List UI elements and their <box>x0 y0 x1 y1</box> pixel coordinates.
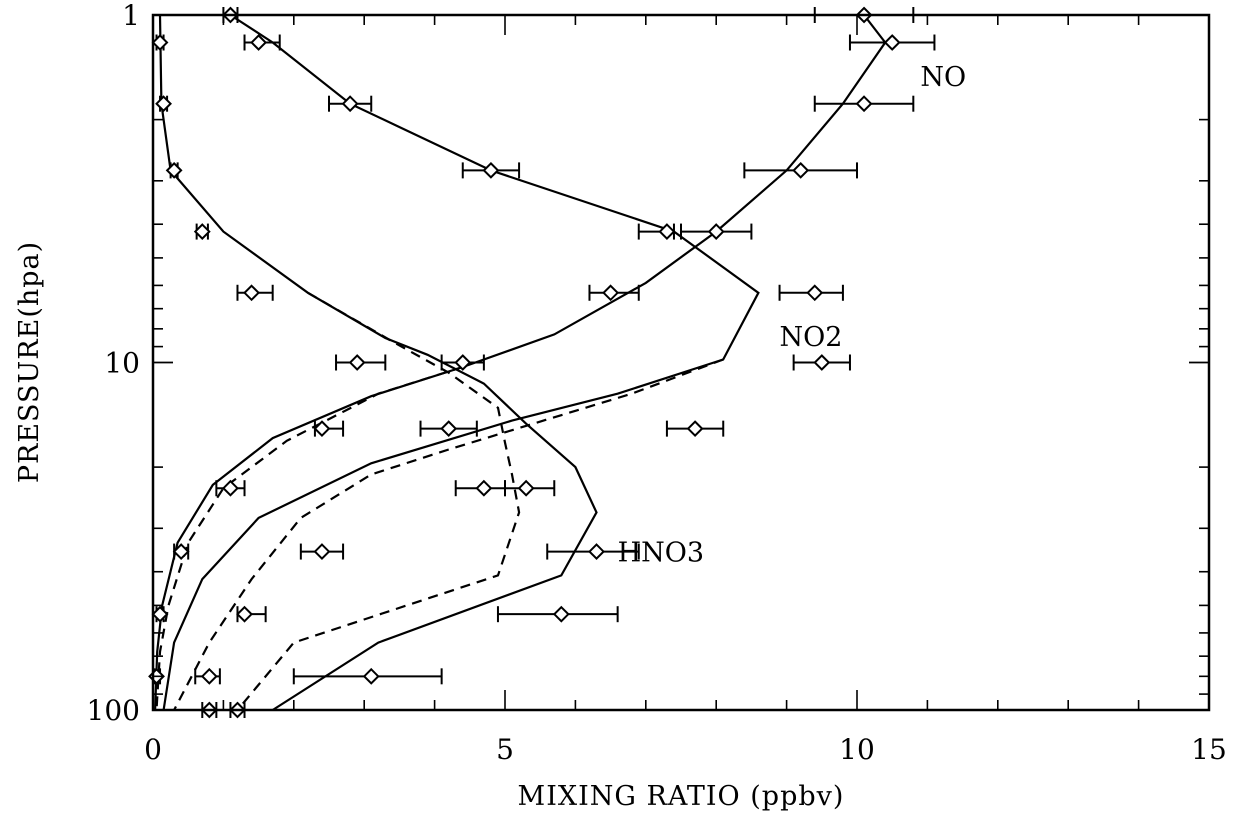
measurement-point <box>335 354 387 371</box>
measurement-point <box>637 223 676 240</box>
measurement-point <box>151 605 169 623</box>
measurement-point <box>243 34 281 51</box>
measurement-point <box>193 223 211 240</box>
x-tick-label: 15 <box>1191 733 1227 766</box>
diamond-marker <box>313 420 331 438</box>
measurement-point <box>328 95 373 113</box>
model-line-hno3-dashed <box>236 291 521 711</box>
diamond-marker <box>172 543 190 560</box>
measurement-point <box>848 34 936 51</box>
x-tick-label: 10 <box>839 733 875 766</box>
diamond-marker <box>686 420 704 438</box>
x-tick-label: 5 <box>496 733 514 766</box>
measurement-point <box>313 420 345 438</box>
diamond-marker <box>482 161 500 179</box>
diamond-marker <box>250 34 268 51</box>
diamond-marker <box>313 543 331 560</box>
measurement-point <box>496 605 619 623</box>
measurement-point <box>155 95 172 113</box>
measurement-point <box>665 420 725 438</box>
model-line-no-solid <box>154 14 887 711</box>
diamond-marker <box>440 420 458 438</box>
measurement-point <box>546 543 640 560</box>
series-label-hno3: HNO3 <box>618 538 704 569</box>
measurement-point <box>165 161 183 179</box>
diamond-marker <box>658 223 676 240</box>
measurement-point <box>299 543 345 560</box>
diamond-marker <box>517 479 535 497</box>
model-lines <box>154 14 887 711</box>
measurement-point <box>504 479 556 497</box>
measurement-point <box>440 354 485 371</box>
diamond-marker <box>165 161 183 179</box>
measurement-point <box>292 667 443 685</box>
y-tick-label: 10 <box>104 347 140 380</box>
diamond-marker <box>243 284 260 302</box>
diamond-marker <box>362 667 380 685</box>
series-label-no2: NO2 <box>780 322 843 353</box>
measurement-point <box>236 605 267 623</box>
measurement-point <box>778 284 844 302</box>
diamond-marker <box>155 95 172 113</box>
measurements <box>148 6 936 719</box>
measurement-point <box>454 479 506 497</box>
diamond-marker <box>341 95 359 113</box>
measurement-point <box>461 161 521 179</box>
model-line-no-dashed <box>155 365 464 711</box>
measurement-point <box>813 95 915 113</box>
series-labels: NO NO2 HNO3 <box>618 62 966 568</box>
diamond-marker <box>602 284 620 302</box>
y-axis-title: PRESSURE(hpa) <box>14 241 45 483</box>
plot-frame <box>151 13 1211 712</box>
series-label-no: NO <box>920 62 966 93</box>
x-tick-label: 0 <box>144 733 162 766</box>
measurement-point <box>419 420 478 438</box>
diamond-marker <box>151 605 169 623</box>
x-axis-title: MIXING RATIO (ppbv) <box>518 781 845 812</box>
measurement-point <box>680 223 753 240</box>
measurement-point <box>236 284 274 302</box>
diamond-marker <box>806 284 824 302</box>
axis-ticks <box>152 14 1210 711</box>
diamond-marker <box>193 223 211 240</box>
model-line-hno3-solid <box>158 14 598 711</box>
diamond-marker <box>855 95 873 113</box>
model-line-no2-dashed <box>173 358 724 711</box>
y-tick-label: 100 <box>87 694 140 727</box>
diamond-marker <box>475 479 493 497</box>
diamond-marker <box>707 223 725 240</box>
diamond-marker <box>151 34 169 51</box>
measurement-point <box>792 354 851 371</box>
measurement-point <box>215 479 246 497</box>
measurement-point <box>194 667 221 685</box>
diamond-marker <box>348 354 366 371</box>
measurement-point <box>743 161 858 179</box>
diamond-marker <box>222 479 239 497</box>
axis-tick-labels: 0 5 10 15 1 10 100 <box>87 0 1227 766</box>
diamond-marker <box>792 161 810 179</box>
y-tick-label: 1 <box>122 0 140 32</box>
diamond-marker <box>200 667 218 685</box>
diamond-marker <box>883 34 901 51</box>
diamond-marker <box>454 354 472 371</box>
diamond-marker <box>588 543 605 560</box>
diamond-marker <box>236 605 253 623</box>
measurement-point <box>151 34 169 51</box>
diamond-marker <box>552 605 570 623</box>
measurement-point <box>172 543 190 560</box>
diamond-marker <box>813 354 831 371</box>
model-line-no2-solid <box>162 14 760 711</box>
measurement-point <box>588 284 640 302</box>
